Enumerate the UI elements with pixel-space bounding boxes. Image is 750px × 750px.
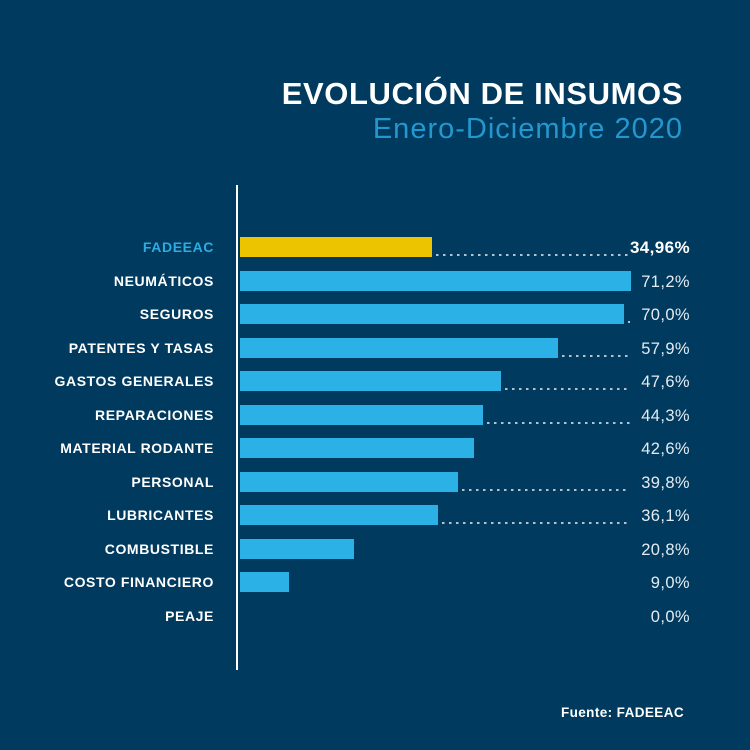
- chart-title: EVOLUCIÓN DE INSUMOS: [281, 76, 683, 111]
- bar-chart: FADEEAC 34,96% NEUMÁTICOS 71,2% SEGUROS …: [0, 237, 750, 657]
- y-axis-line: [236, 185, 238, 670]
- bar-value: 42,6%: [641, 440, 690, 459]
- bar-label: FADEEAC: [142, 239, 214, 255]
- bar: [240, 505, 438, 526]
- bar-row: PATENTES Y TASAS 57,9%: [0, 337, 750, 359]
- bar-value: 71,2%: [641, 272, 690, 291]
- leader-dots: [627, 321, 630, 324]
- bar-label: PATENTES Y TASAS: [68, 339, 214, 356]
- source-caption: Fuente: FADEEAC: [560, 705, 684, 720]
- bar-label: SEGUROS: [139, 306, 214, 323]
- leader-dots: [442, 522, 630, 525]
- bar-value: 39,8%: [641, 473, 690, 492]
- leader-dots: [462, 488, 630, 491]
- bar-label: GASTOS GENERALES: [54, 373, 214, 390]
- bar: [240, 237, 432, 257]
- bar: [240, 538, 355, 559]
- bar-row: COMBUSTIBLE 20,8%: [0, 538, 750, 560]
- bar-value: 34,96%: [629, 238, 690, 257]
- bar: [240, 404, 483, 425]
- leader-dots: [505, 388, 630, 391]
- bar-row: LUBRICANTES 36,1%: [0, 505, 750, 526]
- bar-row: NEUMÁTICOS 71,2%: [0, 270, 750, 292]
- bar-label: PERSONAL: [131, 473, 214, 490]
- bar-label: LUBRICANTES: [107, 507, 214, 524]
- bar-row: GASTOS GENERALES 47,6%: [0, 371, 750, 392]
- bar-value: 20,8%: [641, 540, 690, 559]
- bar-label: PEAJE: [165, 607, 214, 624]
- bar-value: 9,0%: [650, 574, 690, 593]
- bar-label: COSTO FINANCIERO: [63, 574, 214, 591]
- bar-label: MATERIAL RODANTE: [60, 440, 214, 457]
- bar: [240, 471, 459, 492]
- leader-dots: [435, 254, 630, 256]
- chart-subtitle: Enero-Diciembre 2020: [372, 112, 683, 145]
- leader-dots: [561, 354, 630, 357]
- bar-value: 57,9%: [641, 339, 690, 358]
- leader-dots: [486, 421, 630, 424]
- bar: [240, 270, 631, 291]
- bar-label: NEUMÁTICOS: [113, 272, 214, 289]
- bar-value: 44,3%: [641, 406, 690, 425]
- bar-row: FADEEAC 34,96%: [0, 237, 750, 258]
- bar-value: 36,1%: [641, 507, 690, 526]
- bar-row: PERSONAL 39,8%: [0, 471, 750, 493]
- bar-row: REPARACIONES 44,3%: [0, 404, 750, 426]
- bar-row: PEAJE 0,0%: [0, 606, 750, 627]
- bar: [240, 438, 474, 459]
- bar: [240, 304, 624, 325]
- bar-value: 0,0%: [650, 607, 690, 626]
- bar-row: MATERIAL RODANTE 42,6%: [0, 438, 750, 459]
- bar-label: COMBUSTIBLE: [104, 540, 214, 557]
- bar: [240, 572, 290, 593]
- bar-row: COSTO FINANCIERO 9,0%: [0, 572, 750, 593]
- chart-header: EVOLUCIÓN DE INSUMOS Enero-Diciembre 202…: [0, 76, 683, 146]
- bar: [240, 337, 558, 358]
- bar-label: REPARACIONES: [95, 406, 214, 423]
- bar: [240, 371, 502, 392]
- bar-row: SEGUROS 70,0%: [0, 304, 750, 325]
- bar-value: 70,0%: [641, 306, 690, 325]
- bar-value: 47,6%: [641, 373, 690, 392]
